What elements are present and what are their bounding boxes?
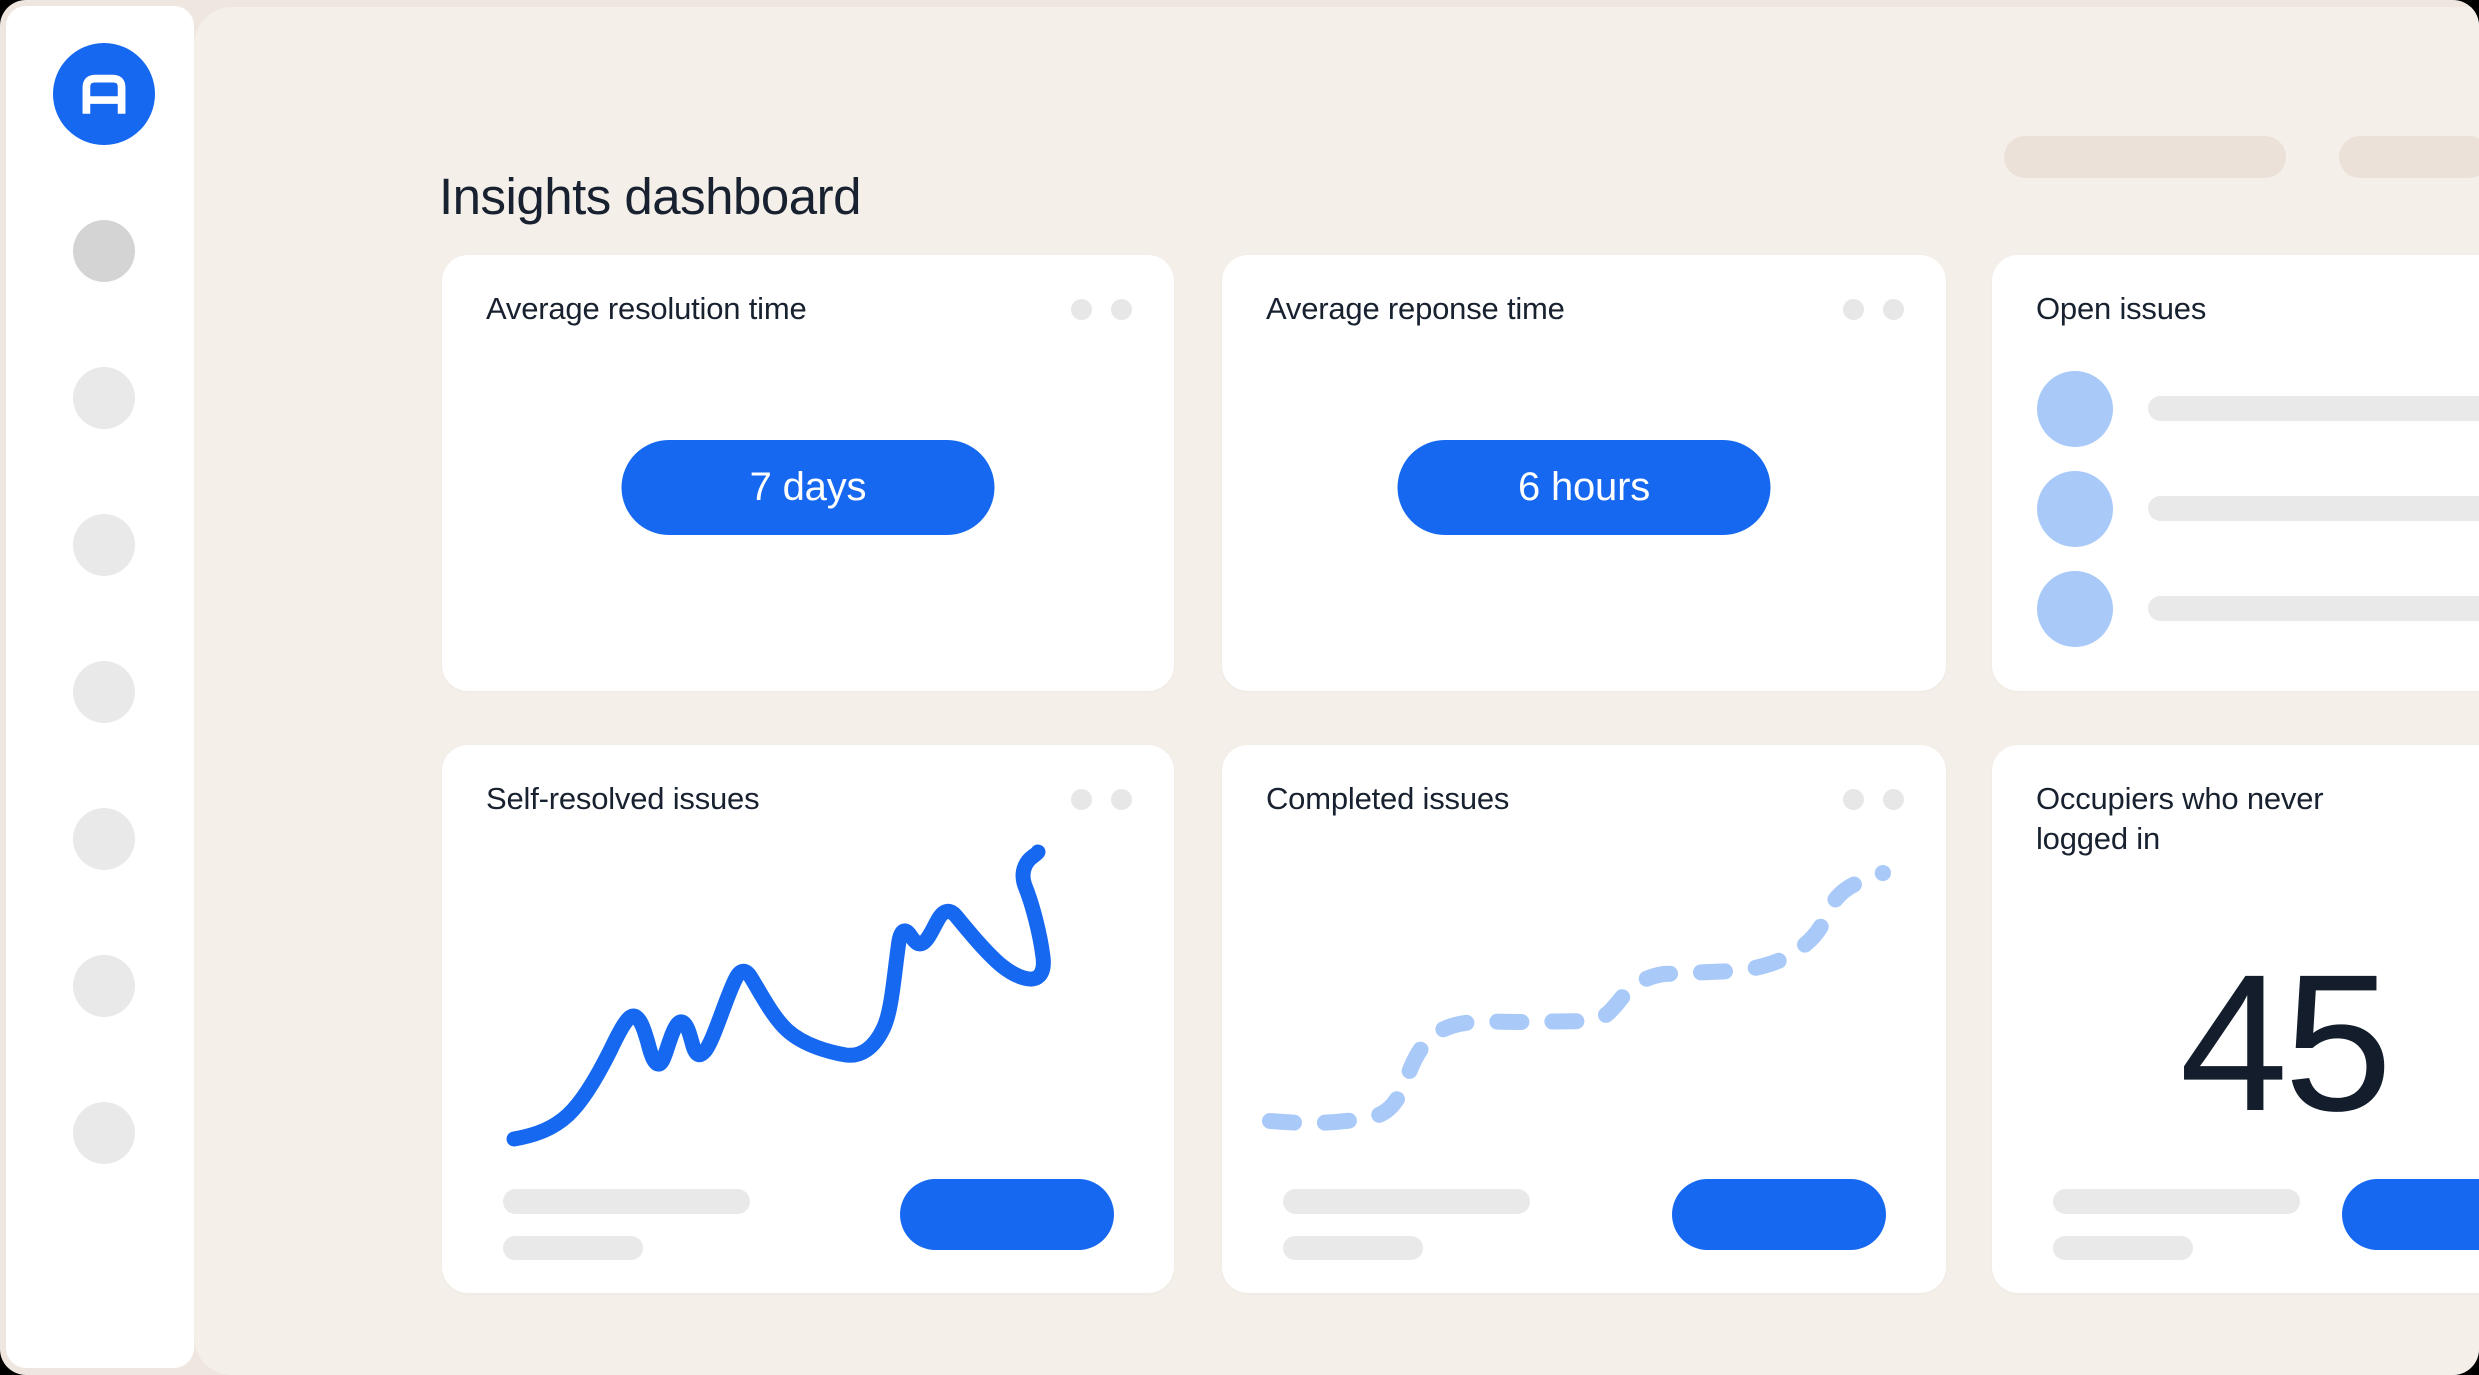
sidebar-nav-placeholder[interactable] <box>73 514 135 576</box>
sidebar-nav-placeholder[interactable] <box>73 808 135 870</box>
dot-icon <box>1071 299 1092 320</box>
occupiers-count: 45 <box>2179 934 2393 1152</box>
solid-line-path <box>506 844 1051 1147</box>
issue-avatar-placeholder <box>2037 471 2113 547</box>
sidebar-nav-placeholder[interactable] <box>73 955 135 1017</box>
card-title: Average resolution time <box>486 291 807 326</box>
card-action-button[interactable] <box>1672 1179 1886 1250</box>
card-self-resolved-issues: Self-resolved issues <box>442 745 1174 1293</box>
sidebar-nav-placeholder[interactable] <box>73 220 135 282</box>
sidebar <box>6 6 194 1368</box>
dot-icon <box>1843 789 1864 810</box>
caption-skeleton-bar <box>503 1236 643 1260</box>
card-completed-issues: Completed issues <box>1222 745 1946 1293</box>
issue-text-skeleton <box>2148 396 2479 421</box>
caption-skeleton-bar <box>1283 1236 1423 1260</box>
line-chart-solid <box>506 844 1051 1147</box>
issue-text-skeleton <box>2148 496 2479 521</box>
card-menu-dots <box>1843 789 1904 810</box>
dot-icon <box>1883 789 1904 810</box>
card-average-response-time: Average reponse time 6 hours <box>1222 255 1946 691</box>
card-title: Average reponse time <box>1266 291 1565 326</box>
header-skeleton-pill <box>2004 136 2286 178</box>
card-average-resolution-time: Average resolution time 7 days <box>442 255 1174 691</box>
dot-icon <box>1883 299 1904 320</box>
caption-skeleton-bar <box>1283 1189 1530 1214</box>
card-title: Open issues <box>2036 291 2207 326</box>
issue-avatar-placeholder <box>2037 371 2113 447</box>
card-action-button[interactable] <box>900 1179 1114 1250</box>
dashed-line-path <box>1262 865 1891 1131</box>
logo-a-glyph <box>82 74 126 114</box>
resolution-time-badge: 7 days <box>621 440 995 535</box>
card-menu-dots <box>1071 299 1132 320</box>
card-open-issues: Open issues <box>1992 255 2479 691</box>
card-menu-dots <box>1071 789 1132 810</box>
sidebar-nav-placeholder[interactable] <box>73 367 135 429</box>
sidebar-nav-placeholder[interactable] <box>73 1102 135 1164</box>
open-issue-list-item <box>2037 471 2479 547</box>
card-menu-dots <box>1843 299 1904 320</box>
dot-icon <box>1111 299 1132 320</box>
caption-skeleton-bar <box>503 1189 750 1214</box>
open-issue-list-item <box>2037 571 2479 647</box>
page-title: Insights dashboard <box>439 168 861 225</box>
dot-icon <box>1111 789 1132 810</box>
response-time-badge: 6 hours <box>1397 440 1771 535</box>
card-action-button[interactable] <box>2342 1179 2479 1250</box>
card-title: Completed issues <box>1266 781 1510 816</box>
card-occupiers-never-logged-in: Occupiers who never logged in 45 <box>1992 745 2479 1293</box>
card-title: Self-resolved issues <box>486 781 760 816</box>
issue-avatar-placeholder <box>2037 571 2113 647</box>
dot-icon <box>1843 299 1864 320</box>
open-issue-list-item <box>2037 371 2479 447</box>
line-chart-dashed <box>1262 865 1891 1131</box>
caption-skeleton-bar <box>2053 1236 2193 1260</box>
dot-icon <box>1071 789 1092 810</box>
sidebar-nav-placeholder[interactable] <box>73 661 135 723</box>
app-logo[interactable] <box>53 43 155 145</box>
card-title: Occupiers who never logged in <box>2036 781 2324 856</box>
issue-text-skeleton <box>2148 596 2479 621</box>
header-skeleton-pill <box>2339 136 2479 178</box>
caption-skeleton-bar <box>2053 1189 2300 1214</box>
main-panel: Insights dashboard Average resolution ti… <box>194 7 2479 1375</box>
